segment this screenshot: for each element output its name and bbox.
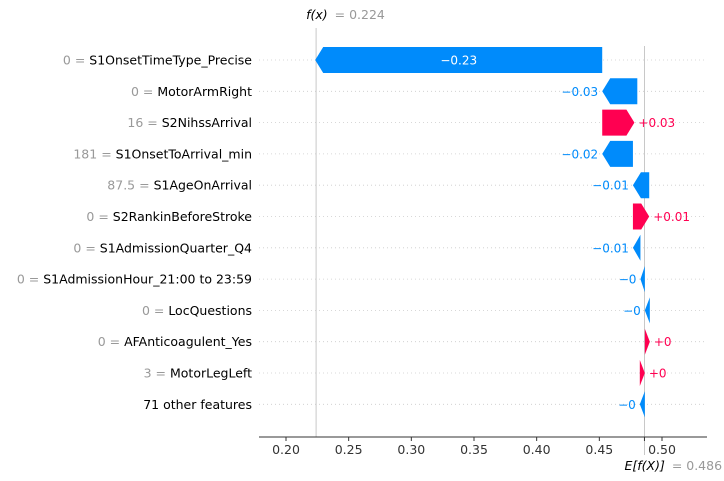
feature-label: 0 = LocQuestions [142, 303, 252, 318]
ex-annotation: E[f(X)] = 0.486 [624, 458, 722, 473]
x-tick-label: 0.35 [460, 442, 488, 457]
x-tick-label: 0.40 [523, 442, 551, 457]
feature-label: 0 = S1AdmissionHour_21:00 to 23:59 [17, 272, 252, 287]
x-tick-label: 0.20 [272, 442, 300, 457]
feature-label: 0 = MotorArmRight [131, 84, 252, 99]
contribution-label: −0.02 [561, 147, 598, 161]
feature-name: S1OnsetTimeType_Precise [89, 53, 252, 68]
reference-lines [315, 28, 645, 455]
feature-equals: = [143, 115, 161, 130]
negative-contribution-bar [632, 234, 641, 261]
feature-value: 0 [86, 209, 94, 224]
fx-value: = 0.224 [335, 7, 385, 22]
feature-name: S1AdmissionQuarter_Q4 [100, 240, 252, 255]
feature-value: 0 [98, 334, 106, 349]
feature-name: S1AdmissionHour_21:00 to 23:59 [43, 272, 252, 287]
feature-equals: = [152, 366, 170, 381]
feature-value: 0 [131, 84, 139, 99]
feature-value: 3 [144, 366, 152, 381]
feature-label: 3 = MotorLegLeft [144, 366, 252, 381]
x-tick-label: 0.30 [397, 442, 425, 457]
feature-label: 0 = S2RankinBeforeStroke [86, 209, 252, 224]
contribution-label: −0 [623, 304, 641, 318]
contribution-label: +0 [654, 335, 672, 349]
feature-equals: = [94, 209, 112, 224]
negative-contribution-bar [640, 266, 645, 293]
feature-name: S2NihssArrival [162, 115, 252, 130]
contribution-label: +0.01 [653, 210, 690, 224]
contribution-label: −0.01 [592, 241, 629, 255]
feature-value: 87.5 [107, 178, 135, 193]
feature-label: 87.5 = S1AgeOnArrival [107, 178, 252, 193]
feature-value: 16 [127, 115, 143, 130]
contribution-label: −0.23 [440, 54, 477, 68]
contribution-label: −0.03 [561, 85, 598, 99]
feature-label: 0 = S1AdmissionQuarter_Q4 [73, 240, 252, 255]
x-tick-label: 0.50 [648, 442, 676, 457]
feature-equals: = [150, 303, 168, 318]
feature-name: S1OnsetToArrival_min [116, 146, 252, 161]
feature-labels: 0 = S1OnsetTimeType_Precise −0.23 0 = Moto… [17, 53, 690, 412]
feature-name: 71 other features [143, 397, 252, 412]
feature-value: 0 [73, 240, 81, 255]
positive-contribution-bar [639, 360, 645, 386]
x-tick-label: 0.25 [335, 442, 363, 457]
feature-value: 0 [142, 303, 150, 318]
feature-equals: = [97, 146, 115, 161]
feature-equals: = [106, 334, 124, 349]
feature-value: 181 [73, 146, 97, 161]
fx-annotation: f(x) = 0.224 [306, 7, 385, 22]
feature-label: 0 = AFAnticoagulent_Yes [98, 334, 252, 349]
feature-label: 16 = S2NihssArrival [127, 115, 252, 130]
negative-contribution-bar [632, 172, 650, 199]
feature-equals: = [25, 272, 43, 287]
contribution-label: −0 [618, 398, 636, 412]
negative-contribution-bar [315, 47, 603, 73]
positive-contribution-bar [602, 109, 635, 136]
contribution-label: +0 [649, 367, 667, 381]
negative-contribution-bar [602, 78, 638, 105]
feature-name: S1AgeOnArrival [154, 178, 252, 193]
contribution-label: −0.01 [592, 179, 629, 193]
feature-value: 0 [17, 272, 25, 287]
positive-contribution-bar [632, 203, 650, 230]
positive-contribution-bar [644, 328, 650, 355]
ex-value: = 0.486 [672, 458, 722, 473]
contribution-label: +0.03 [638, 116, 675, 130]
negative-contribution-bar [644, 297, 650, 324]
feature-equals: = [135, 178, 153, 193]
feature-name: MotorArmRight [157, 84, 252, 99]
feature-name: S2RankinBeforeStroke [113, 209, 253, 224]
feature-equals: = [139, 84, 157, 99]
feature-name: LocQuestions [168, 303, 252, 318]
negative-contribution-bar [602, 140, 633, 167]
negative-contribution-bar [639, 391, 645, 418]
feature-value: 0 [63, 53, 71, 68]
feature-label: 181 = S1OnsetToArrival_min [73, 146, 252, 161]
gridlines [259, 59, 707, 405]
x-tick-label: 0.45 [585, 442, 613, 457]
feature-label: 71 other features [143, 397, 252, 412]
fx-label: f(x) [306, 7, 328, 22]
x-axis: 0.20 0.25 0.30 0.35 0.40 0.45 0.50 [259, 436, 707, 457]
bars [315, 47, 650, 418]
feature-name: MotorLegLeft [170, 366, 252, 381]
feature-equals: = [81, 240, 99, 255]
contribution-label: −0 [619, 273, 637, 287]
ex-label: E[f(X)] [624, 458, 664, 473]
feature-equals: = [71, 53, 89, 68]
feature-label: 0 = S1OnsetTimeType_Precise [63, 53, 252, 68]
feature-name: AFAnticoagulent_Yes [124, 334, 252, 349]
